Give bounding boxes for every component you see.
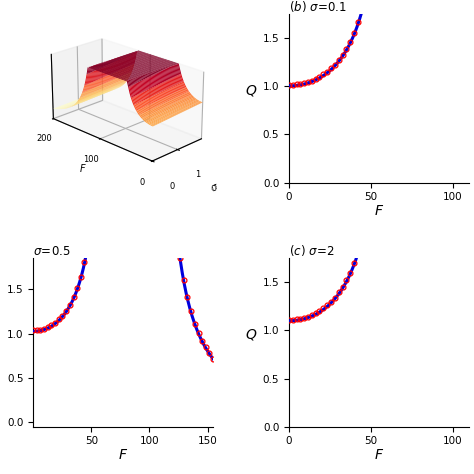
X-axis label: $\sigma$: $\sigma$ — [209, 181, 220, 194]
Y-axis label: $Q$: $Q$ — [246, 83, 258, 99]
X-axis label: $F$: $F$ — [374, 448, 384, 462]
X-axis label: $F$: $F$ — [374, 204, 384, 218]
Text: $(c)\ \sigma\!=\!2$: $(c)\ \sigma\!=\!2$ — [289, 243, 335, 258]
Text: $(b)\ \sigma\!=\!0.1$: $(b)\ \sigma\!=\!0.1$ — [289, 0, 347, 14]
X-axis label: $F$: $F$ — [118, 448, 128, 462]
Y-axis label: $Q$: $Q$ — [246, 328, 258, 342]
Text: $\sigma\!=\!0.5$: $\sigma\!=\!0.5$ — [33, 245, 71, 258]
Y-axis label: $F$: $F$ — [79, 162, 87, 173]
